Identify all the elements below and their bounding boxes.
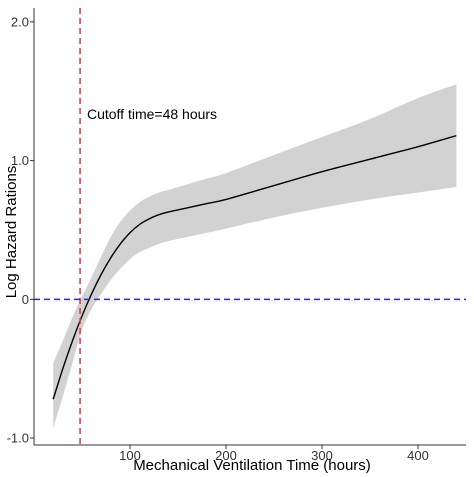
hazard-line (52, 134, 457, 400)
line-layer (52, 134, 457, 400)
confidence-band (53, 84, 457, 429)
reference-lines-layer (34, 8, 466, 445)
axes-layer (33, 8, 466, 446)
ticks-layer: 100 200 300 400 -1.0 0 1.0 2.0 (7, 14, 429, 463)
cutoff-annotation: Cutoff time=48 hours (87, 106, 217, 122)
y-tick-label: 0 (22, 292, 29, 307)
y-tick-label: -1.0 (7, 431, 29, 446)
confidence-band-layer (53, 84, 457, 429)
y-tick-label: 2.0 (11, 14, 29, 29)
x-tick-label: 200 (215, 448, 237, 463)
x-tick-label: 100 (119, 448, 141, 463)
x-axis-title: Mechanical Ventilation Time (hours) (133, 457, 371, 474)
x-tick-label: 400 (407, 448, 429, 463)
y-tick-label: 1.0 (11, 153, 29, 168)
y-axis-title: Log Hazard Rations (3, 166, 20, 299)
x-tick-label: 300 (311, 448, 333, 463)
